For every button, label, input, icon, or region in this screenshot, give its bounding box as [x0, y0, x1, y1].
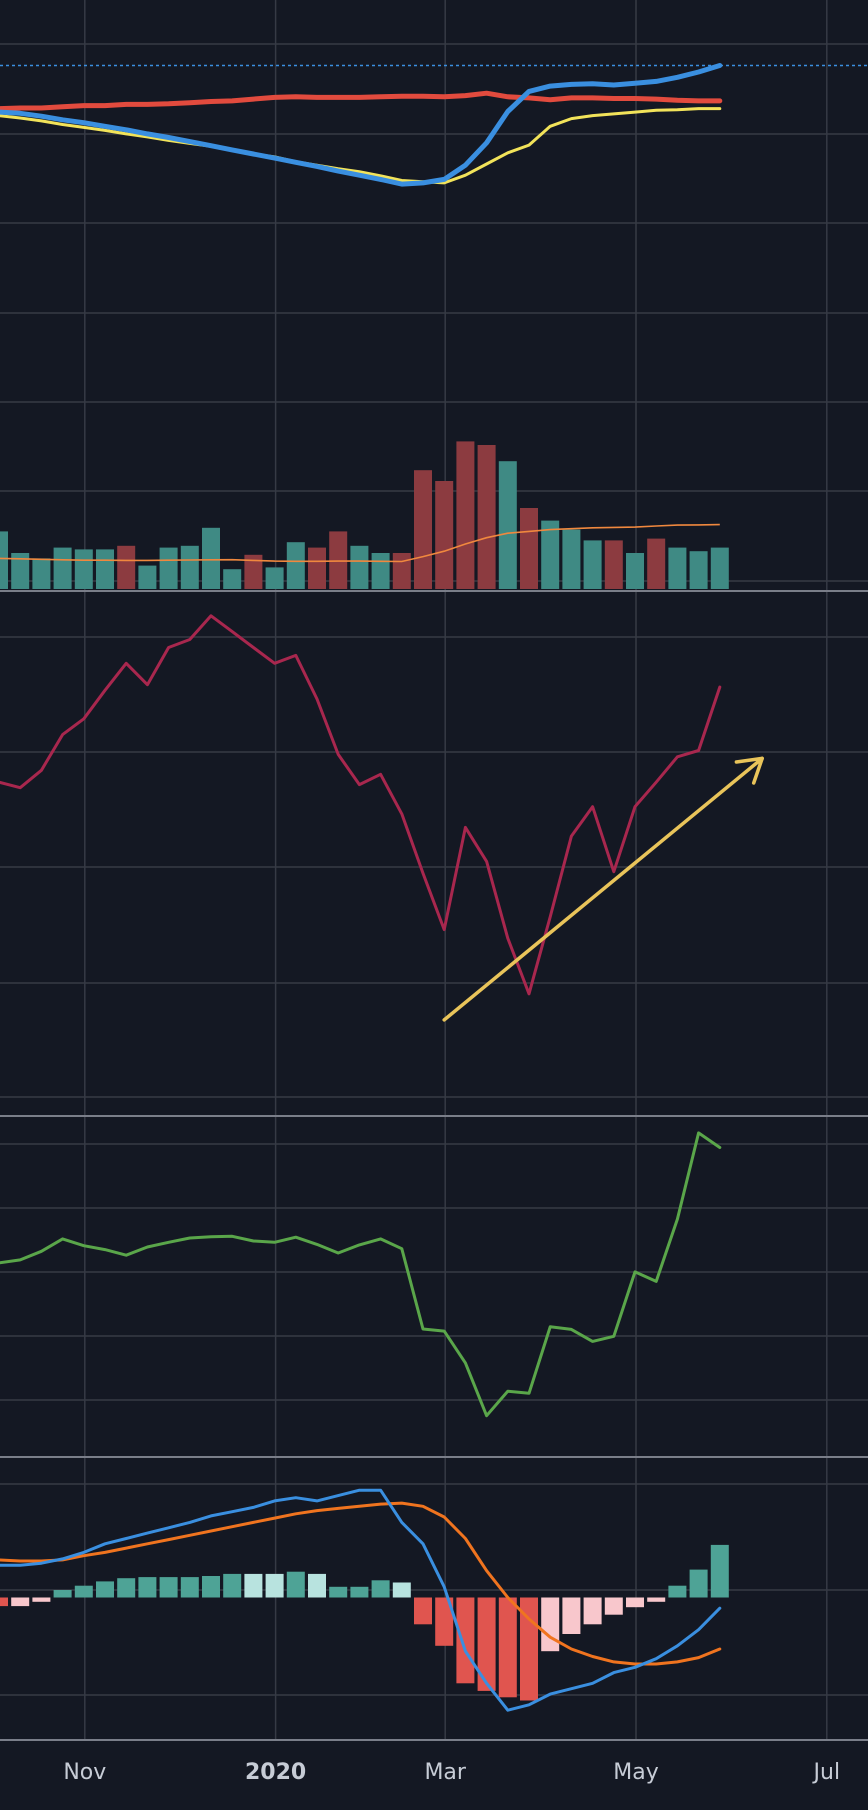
volume-bar: [329, 531, 348, 589]
histogram-bar: [477, 1597, 496, 1691]
volume-bar: [11, 553, 30, 589]
volume-bar: [414, 470, 432, 589]
volume-bar: [350, 545, 369, 589]
histogram-bar: [414, 1597, 432, 1625]
volume-bar: [583, 540, 602, 589]
histogram-bar: [647, 1597, 666, 1602]
fast-ma-line: [0, 107, 722, 185]
trendline-arrow: [442, 756, 764, 1022]
volume-bar: [159, 547, 178, 589]
price-line: [0, 63, 723, 187]
volume-bar: [74, 549, 93, 589]
volume-bar: [202, 527, 220, 589]
volume-bar: [32, 558, 51, 589]
histogram-bar: [32, 1597, 51, 1602]
histogram-bar: [202, 1576, 220, 1598]
volume-bar: [626, 553, 644, 589]
histogram-bar: [668, 1585, 687, 1598]
volume-bar: [647, 538, 666, 589]
histogram-bar: [159, 1577, 178, 1598]
volume-bar: [371, 553, 390, 589]
histogram-bar: [562, 1597, 581, 1634]
volume-bar: [435, 481, 454, 589]
volume-bar: [138, 565, 157, 589]
volume-bar: [96, 549, 114, 589]
macd-panel: [0, 1488, 729, 1712]
histogram-bar: [138, 1577, 157, 1598]
histogram-bar: [0, 1597, 8, 1607]
volume-bar: [520, 508, 538, 589]
histogram-bar: [392, 1582, 411, 1598]
histogram-bar: [435, 1597, 454, 1646]
rsi-panel: [0, 614, 764, 1022]
histogram-bar: [244, 1573, 263, 1598]
x-axis-tick-label: 2020: [245, 1760, 306, 1785]
histogram-bar: [117, 1578, 136, 1598]
rsi-line: [0, 614, 722, 996]
histogram-bar: [350, 1586, 369, 1598]
histogram-bar: [308, 1573, 326, 1598]
volume-bar: [53, 547, 72, 589]
histogram-bar: [371, 1580, 390, 1598]
volume-bar: [0, 531, 8, 589]
volume-bar: [456, 441, 475, 589]
x-axis-tick-label: Jul: [812, 1760, 841, 1785]
histogram-bar: [541, 1597, 560, 1652]
histogram-bar: [96, 1581, 114, 1598]
histogram-bar: [265, 1573, 284, 1598]
volume-bar: [117, 545, 136, 589]
volume-bar: [562, 529, 581, 589]
volume-bar: [265, 567, 284, 589]
histogram-bar: [498, 1597, 517, 1698]
volume-bar: [710, 547, 729, 589]
volume-bar: [392, 553, 411, 589]
histogram-bar: [180, 1577, 199, 1598]
volume-bar: [180, 545, 199, 589]
macd-line: [0, 1488, 722, 1712]
volume-bar: [541, 520, 560, 589]
volume-bar: [286, 542, 305, 589]
x-axis: Nov 2020 Mar May Jul: [63, 1760, 840, 1785]
histogram-bar: [223, 1573, 242, 1598]
volume-bar: [604, 540, 623, 589]
volume-bar: [308, 547, 326, 589]
grid-layer: [0, 0, 868, 1741]
volume-bar: [223, 569, 242, 589]
indicator-line: [0, 1131, 722, 1418]
volume-ma-line: [0, 523, 720, 563]
signal-line: [0, 1501, 722, 1666]
volume-panel: [0, 441, 729, 589]
price-panel: [0, 63, 868, 187]
x-axis-tick-label: Mar: [424, 1760, 466, 1785]
histogram-bar: [286, 1571, 305, 1598]
histogram-bar: [604, 1597, 623, 1615]
x-axis-tick-label: Nov: [63, 1760, 106, 1785]
x-axis-tick-label: May: [613, 1760, 658, 1785]
histogram-bar: [74, 1585, 93, 1598]
histogram-bar: [710, 1544, 729, 1598]
histogram-bar: [626, 1597, 644, 1608]
volume-bar: [668, 547, 687, 589]
volume-bar: [477, 445, 496, 589]
histogram-bar: [456, 1597, 475, 1684]
histogram-bar: [11, 1597, 30, 1607]
volume-bar: [689, 551, 708, 589]
histogram-bar: [583, 1597, 602, 1625]
slow-ma-line: [0, 90, 723, 112]
histogram-bar: [329, 1586, 348, 1598]
volume-bar: [498, 461, 517, 589]
histogram-bar: [53, 1590, 72, 1598]
arrow-head: [734, 756, 764, 785]
histogram-bar: [689, 1569, 708, 1598]
volume-bar: [244, 554, 263, 589]
oscillator-panel: [0, 1131, 722, 1418]
